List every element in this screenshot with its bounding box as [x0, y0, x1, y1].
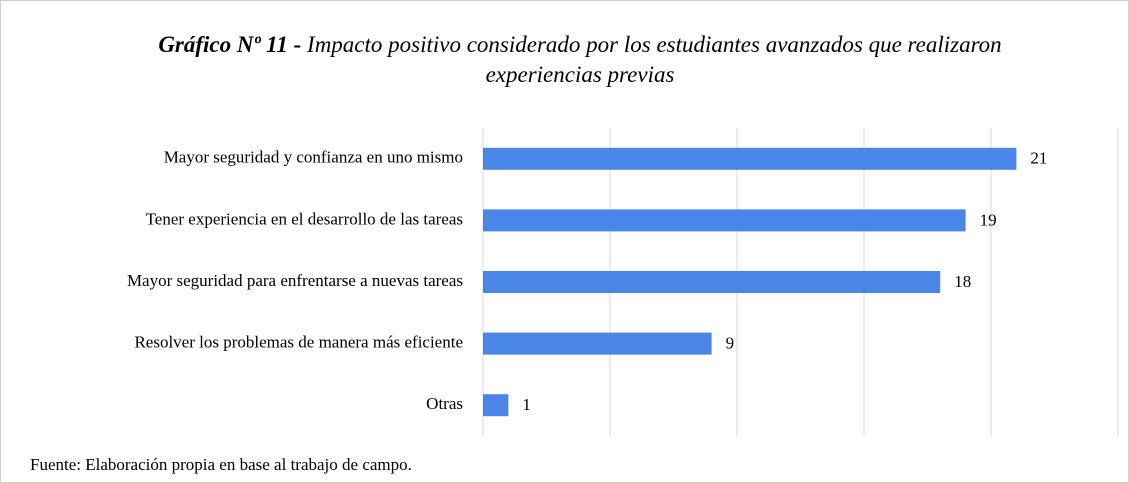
chart-title: Gráfico Nº 11 - Impacto positivo conside…: [140, 30, 1020, 90]
bar: [483, 332, 712, 355]
title-text: Impacto positivo considerado por los est…: [307, 32, 1002, 87]
category-label: Mayor seguridad para enfrentarse a nueva…: [127, 271, 463, 290]
value-label: 9: [726, 334, 735, 353]
value-label: 1: [522, 395, 531, 414]
bar: [483, 394, 509, 417]
value-label: 18: [954, 272, 971, 291]
title-label: Gráfico Nº 11 -: [158, 32, 302, 57]
bar: [483, 209, 966, 232]
category-label: Resolver los problemas de manera más efi…: [134, 333, 463, 352]
category-label: Mayor seguridad y confianza en uno mismo: [164, 148, 463, 167]
value-label: 21: [1030, 149, 1047, 168]
category-label: Otras: [426, 394, 463, 413]
category-label: Tener experiencia en el desarrollo de la…: [146, 209, 463, 228]
bar: [483, 147, 1017, 170]
value-label: 19: [980, 210, 997, 229]
bar: [483, 271, 941, 293]
source-note: Fuente: Elaboración propia en base al tr…: [30, 455, 412, 474]
